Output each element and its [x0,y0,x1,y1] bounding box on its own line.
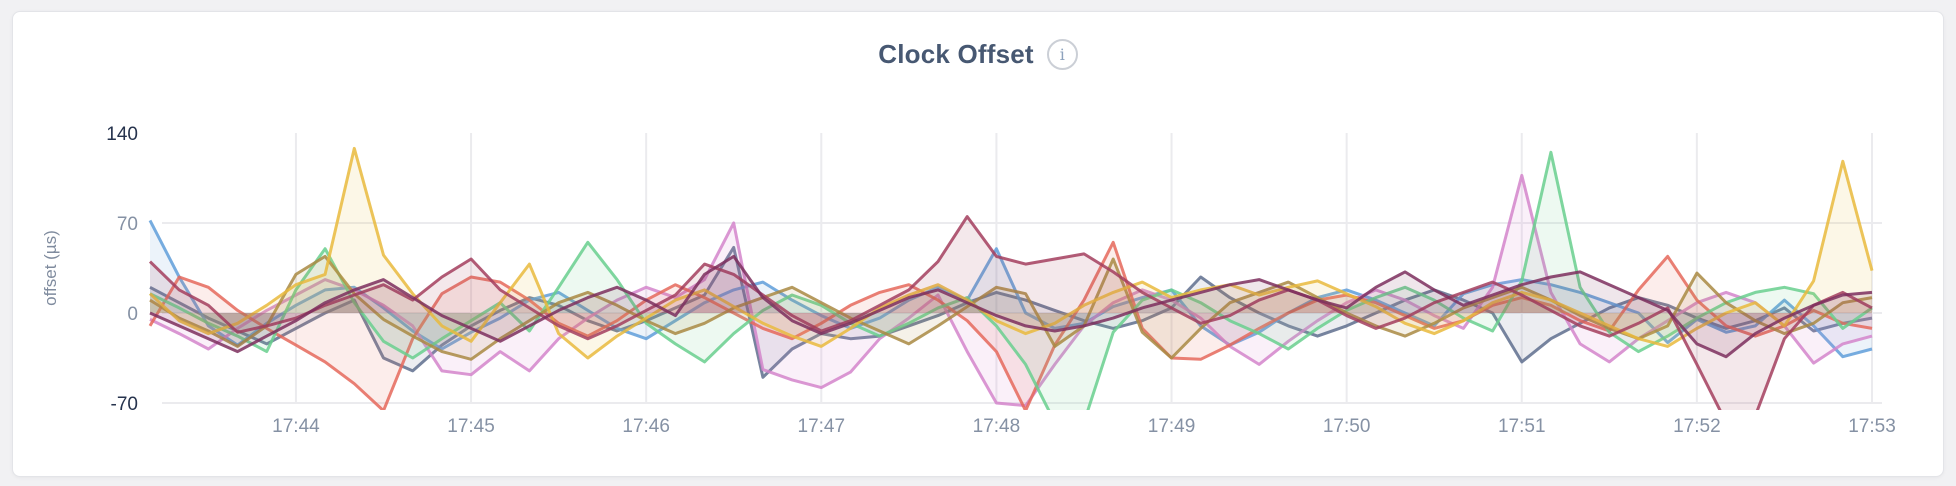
clock-offset-card: Clock Offset i [12,11,1944,477]
x-axis-tick-label: 17:49 [1148,416,1196,437]
chart-series [148,146,1874,410]
x-axis-tick-label: 17:45 [447,416,495,437]
series-line-coral [148,240,1873,410]
x-axis-tick-label: 17:44 [272,416,320,437]
series-line-maroon [148,215,1873,410]
y-axis-tick-label: -70 [111,394,138,415]
x-axis-tick-label: 17:53 [1848,416,1896,437]
y-axis-label: offset (µs) [41,230,60,306]
series-fill-slate [150,247,1872,378]
chart-header: Clock Offset i [13,39,1943,70]
x-axis-tick-label: 17:52 [1673,416,1721,437]
series-line-orchid [149,173,1873,408]
series-fill-blue [150,220,1872,357]
y-axis-tick-label: 140 [106,124,138,145]
x-axis-tick-label: 17:50 [1323,416,1371,437]
y-axis-tick-label: 70 [117,214,138,235]
series-fill-olive [150,256,1872,360]
x-axis-tick-label: 17:46 [622,416,670,437]
x-axis-tick-label: 17:47 [798,416,846,437]
series-fill-green [150,152,1872,410]
series-fill-plum [150,256,1872,357]
series-line-plum [149,254,1873,359]
chart-title: Clock Offset [878,39,1034,69]
series-line-olive [149,254,1873,361]
series-fill-gold [150,148,1872,358]
series-line-green [149,150,1873,410]
x-axis-tick-label: 17:51 [1498,416,1546,437]
x-axis-tick-label: 17:48 [973,416,1021,437]
y-axis-tick-label: 0 [127,304,138,325]
info-icon[interactable]: i [1046,39,1078,70]
series-line-gold [148,146,1874,360]
